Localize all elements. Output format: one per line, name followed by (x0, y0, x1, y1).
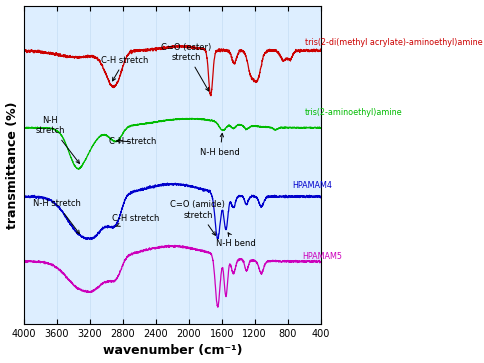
Y-axis label: transmittance (%): transmittance (%) (5, 101, 18, 229)
Text: C-H stretch: C-H stretch (112, 213, 159, 227)
Text: C=O (ester)
stretch: C=O (ester) stretch (161, 42, 212, 91)
Text: N-H stretch: N-H stretch (33, 200, 81, 234)
Text: C-H stretch: C-H stretch (101, 56, 148, 81)
X-axis label: wavenumber (cm⁻¹): wavenumber (cm⁻¹) (103, 344, 242, 358)
Text: C=O (amide)
stretch: C=O (amide) stretch (170, 200, 226, 235)
Text: tris(2-di(methyl acrylate)-aminoethyl)amine: tris(2-di(methyl acrylate)-aminoethyl)am… (305, 38, 483, 47)
Text: C-H stretch: C-H stretch (109, 138, 156, 147)
Text: HPAMAM4: HPAMAM4 (292, 182, 332, 191)
Text: HPAMAM5: HPAMAM5 (302, 252, 343, 261)
Text: N-H bend: N-H bend (216, 233, 256, 249)
Text: N-H bend: N-H bend (200, 134, 240, 156)
Text: tris(2-aminoethyl)amine: tris(2-aminoethyl)amine (305, 108, 403, 117)
Text: N-H
stretch: N-H stretch (36, 116, 79, 163)
